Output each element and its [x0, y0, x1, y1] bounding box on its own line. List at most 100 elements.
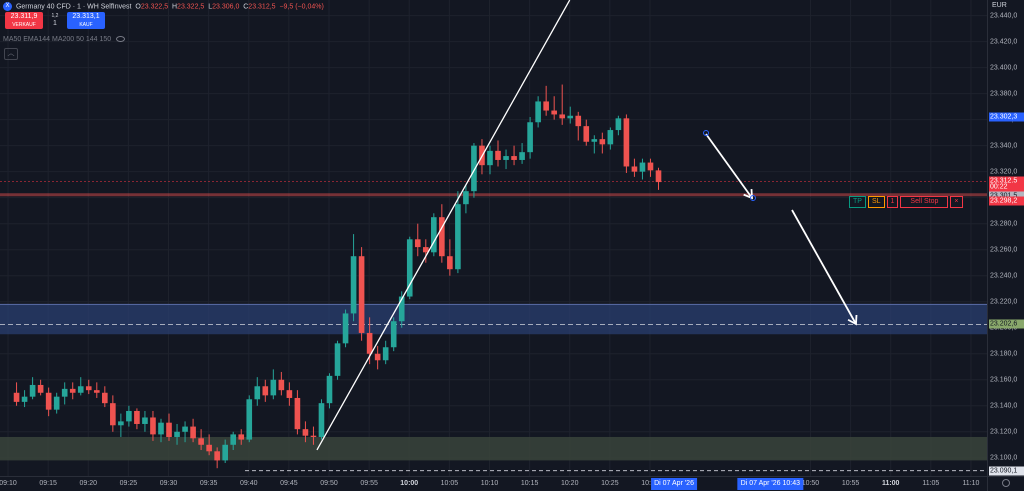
candle-body: [535, 101, 541, 123]
target-arrow: [791, 209, 857, 325]
candle-body: [69, 388, 76, 393]
candle-body: [567, 115, 574, 119]
anchor-point: [750, 195, 756, 201]
candle-body: [77, 386, 84, 393]
high-value: 23.322,5: [177, 3, 205, 11]
order-type-label[interactable]: Sell Stop: [900, 196, 949, 208]
candle-body: [29, 384, 36, 397]
stop-loss-button[interactable]: SL: [867, 196, 885, 208]
target-arrow-head: [847, 314, 858, 326]
candle-body: [21, 396, 28, 402]
eye-icon[interactable]: [116, 36, 126, 43]
chart-canvas[interactable]: [0, 0, 987, 476]
time-tick-label: 10:55: [841, 480, 860, 487]
time-tick-label: 10:10: [480, 480, 499, 487]
candle-body: [270, 379, 277, 396]
candle-body: [382, 347, 389, 361]
buy-label: KAUF: [79, 22, 93, 28]
chart-plot-area[interactable]: X Germany 40 CFD · 1 · WH SelfInvest O23…: [0, 0, 987, 476]
price-tick-label: 23.260,0: [990, 246, 1018, 254]
trade-panel: 23.311,9 VERKAUF 1,2 1 23.313,1 KAUF: [5, 12, 105, 29]
candle-body: [230, 434, 237, 445]
sell-button[interactable]: 23.311,9 VERKAUF: [5, 12, 43, 29]
candle-body: [414, 239, 421, 248]
price-tag: 23.312,5: [989, 176, 1024, 186]
indicator-legend[interactable]: MA50 EMA144 MA200 50 144 150: [3, 36, 126, 43]
candle-body: [495, 150, 501, 160]
candle-body: [310, 435, 317, 437]
candle-body: [238, 434, 245, 440]
time-tick-label: 09:15: [39, 480, 57, 487]
time-tick-label: 10:15: [520, 480, 539, 487]
time-tick-label: 09:10: [0, 480, 17, 487]
time-tick-label: 09:55: [360, 480, 378, 487]
ohlc-readout: O23.322,5 H23.322,5 L23.306,0 C23.312,5 …: [135, 3, 324, 11]
candle-body: [390, 321, 397, 348]
price-tag: 23.090,1: [989, 466, 1024, 476]
price-tick-label: 23.440,0: [990, 12, 1018, 20]
candle-body: [527, 122, 533, 153]
candle-body: [182, 426, 188, 432]
candle-body: [134, 410, 140, 424]
candle-body: [551, 110, 557, 115]
candle-body: [447, 256, 453, 270]
candle-body: [166, 422, 172, 437]
buy-price: 23.313,1: [72, 13, 100, 20]
candle-body: [422, 247, 429, 253]
close-order-icon[interactable]: ×: [950, 196, 963, 208]
price-tag: 23.298,2: [989, 196, 1024, 206]
candle-body: [406, 239, 413, 297]
candle-body: [487, 150, 493, 166]
candle-body: [126, 410, 132, 422]
crosshair-time-tag: Di 07 Apr '26: [651, 478, 697, 490]
resistance-zone: [0, 304, 987, 335]
buy-button[interactable]: 23.313,1 KAUF: [67, 12, 105, 29]
axis-settings-corner[interactable]: [987, 476, 1024, 491]
open-value: 23.322,5: [140, 3, 169, 11]
candle-body: [37, 384, 44, 393]
short-arrow-head: [743, 188, 753, 200]
symbol-title[interactable]: Germany 40 CFD · 1 · WH SelfInvest: [15, 3, 132, 11]
time-axis[interactable]: 09:10 09:15 09:20 09:25 09:30 09:35 09:40 09:45…: [0, 476, 987, 491]
candle-body: [455, 204, 461, 270]
candle-body: [583, 126, 590, 142]
quantity-field[interactable]: 1,2 1: [47, 12, 63, 29]
price-tick-label: 23.220,0: [990, 298, 1018, 306]
price-tick-label: 23.320,0: [990, 168, 1018, 176]
time-tick-label: 09:20: [79, 480, 98, 487]
candle-body: [85, 386, 92, 391]
spread-value: 1,2: [51, 13, 59, 19]
candle-body: [190, 426, 196, 439]
candle-body: [463, 191, 469, 205]
candle-body: [302, 429, 309, 436]
candle-body: [342, 313, 349, 344]
chevron-up-icon[interactable]: ︿: [4, 48, 18, 60]
symbol-legend: X Germany 40 CFD · 1 · WH SelfInvest O23…: [3, 2, 324, 11]
currency-label[interactable]: EUR: [992, 2, 1007, 9]
settings-icon[interactable]: [1002, 479, 1010, 487]
candle-body: [294, 397, 301, 430]
price-tick-label: 23.340,0: [990, 142, 1018, 150]
trend-line: [316, 0, 571, 451]
candle-body: [358, 256, 365, 333]
price-tick-label: 23.280,0: [990, 220, 1018, 228]
candle-body: [318, 403, 325, 437]
order-line-controls[interactable]: TP SL 1 Sell Stop ×: [849, 196, 963, 208]
support-zone: [0, 436, 987, 461]
candle-body: [45, 392, 52, 410]
candle-body: [61, 388, 68, 397]
symbol-logo-icon: X: [3, 2, 12, 11]
candle-body: [503, 156, 509, 160]
price-tick-label: 23.180,0: [990, 350, 1018, 358]
indicator-label: MA50 EMA144 MA200 50 144 150: [3, 36, 112, 43]
candle-body: [158, 422, 164, 435]
price-tag: 23.302,3: [989, 112, 1024, 122]
order-quantity[interactable]: 1: [886, 196, 899, 208]
candle-body: [471, 145, 477, 192]
candle-body: [246, 399, 253, 440]
candle-body: [286, 390, 293, 398]
candle-body: [102, 392, 108, 404]
take-profit-button[interactable]: TP: [849, 196, 866, 208]
price-axis[interactable]: EUR 23.440,0 23.420,0 23.400,0 23.380,0 23.3…: [987, 0, 1024, 476]
